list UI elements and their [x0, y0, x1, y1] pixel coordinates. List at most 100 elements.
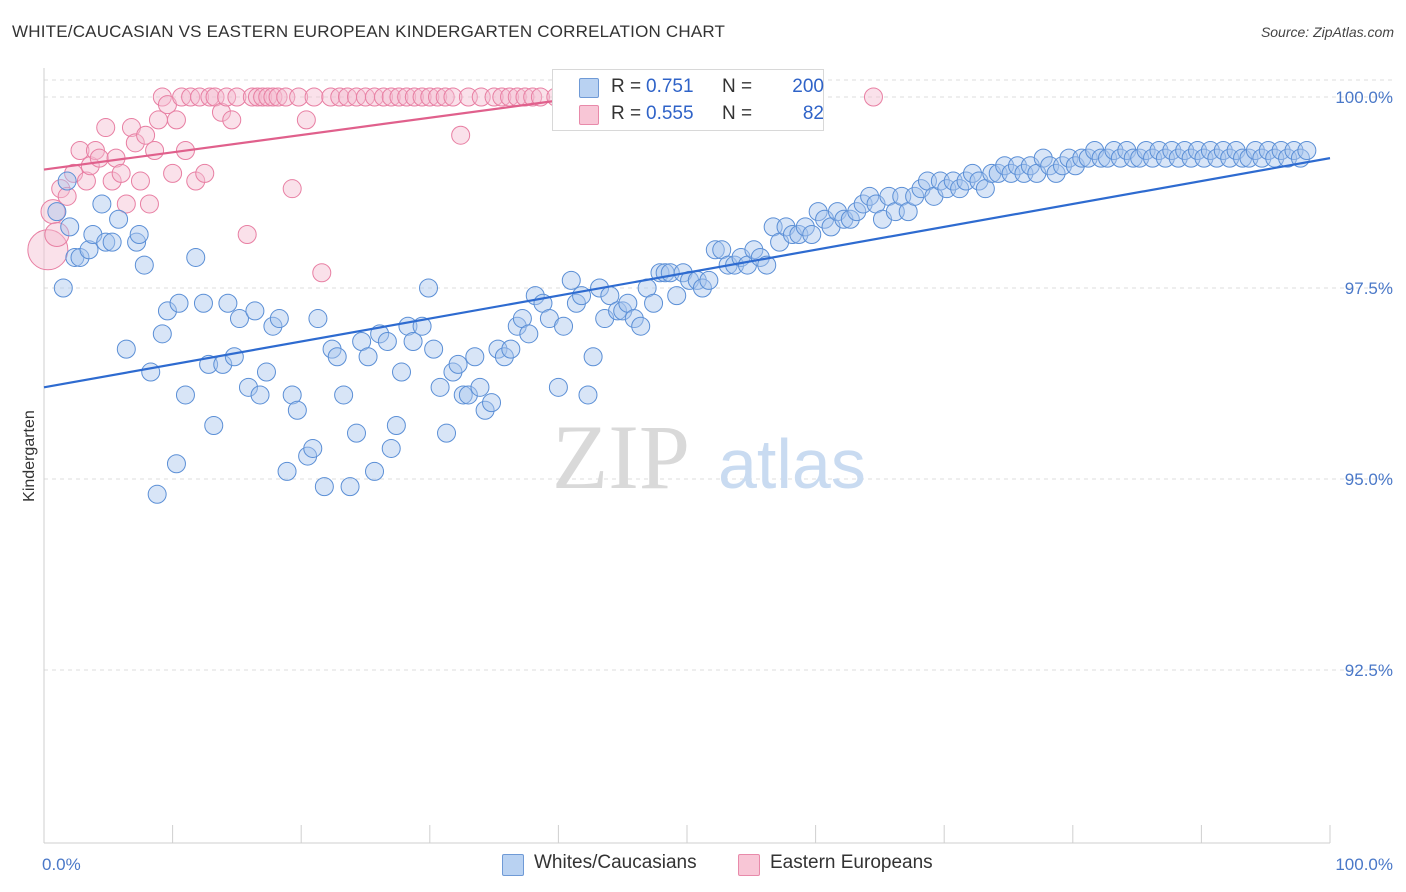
series-whites-caucasians [47, 140, 1317, 504]
point-whites [53, 278, 73, 298]
point-whites [92, 194, 112, 214]
point-whites [482, 393, 502, 413]
point-whites [157, 301, 177, 321]
point-whites [578, 385, 598, 405]
bottom-legend-label: Whites/Caucasians [534, 852, 697, 873]
point-eastern [451, 125, 471, 145]
point-whites [519, 324, 539, 344]
point-eastern [435, 87, 455, 107]
point-whites [692, 278, 712, 298]
point-eastern [443, 87, 463, 107]
point-whites [624, 309, 644, 329]
source-label: Source: ZipAtlas.com [1260, 24, 1394, 40]
point-eastern [190, 87, 210, 107]
point-whites [424, 339, 444, 359]
point-eastern [523, 87, 543, 107]
point-whites [548, 377, 568, 397]
y-tick-label: 100.0% [1335, 88, 1393, 107]
point-whites [277, 461, 297, 481]
x-tick-label: 0.0% [42, 855, 81, 874]
point-eastern [312, 263, 332, 283]
point-whites [141, 362, 161, 382]
point-eastern [389, 87, 409, 107]
point-whites [475, 400, 495, 420]
point-eastern [76, 171, 96, 191]
point-eastern [145, 140, 165, 160]
point-whites [860, 186, 880, 206]
point-whites [561, 270, 581, 290]
point-eastern [237, 225, 257, 245]
watermark-zip: ZIP [552, 406, 690, 508]
point-eastern [163, 163, 183, 183]
y-axis-label: Kindergarten [21, 410, 38, 502]
point-whites [905, 186, 925, 206]
point-whites [175, 385, 195, 405]
point-whites [631, 316, 651, 336]
point-whites [238, 377, 258, 397]
point-eastern [420, 87, 440, 107]
point-whites [795, 217, 815, 237]
axes [43, 68, 1331, 844]
point-eastern [330, 87, 350, 107]
point-whites [193, 293, 213, 313]
point-whites [1033, 148, 1053, 168]
legend-r-label: R = [611, 103, 642, 124]
point-eastern [374, 87, 394, 107]
point-whites [962, 163, 982, 183]
point-whites [186, 247, 206, 267]
point-whites [392, 362, 412, 382]
point-eastern [57, 186, 77, 206]
point-whites [386, 416, 406, 436]
y-tick-label: 97.5% [1345, 279, 1393, 298]
legend-r-label: R = [611, 76, 642, 97]
point-whites [465, 347, 485, 367]
point-eastern [96, 118, 116, 138]
point-eastern [211, 102, 231, 122]
point-whites [218, 293, 238, 313]
point-eastern [139, 194, 159, 214]
point-whites [494, 347, 514, 367]
watermark-atlas: atlas [718, 425, 866, 503]
trend-line-eastern [43, 95, 585, 171]
point-eastern [70, 140, 90, 160]
point-whites [554, 316, 574, 336]
point-whites [102, 232, 122, 252]
point-whites [129, 225, 149, 245]
point-eastern [247, 87, 267, 107]
legend-n-label: N = [722, 76, 753, 97]
point-eastern [296, 110, 316, 130]
point-eastern [125, 133, 145, 153]
point-eastern [136, 125, 156, 145]
point-eastern [863, 87, 883, 107]
bottom-legend-swatch-blue [502, 854, 524, 876]
point-whites [166, 454, 186, 474]
point-eastern [268, 87, 288, 107]
point-whites [644, 293, 664, 313]
point-eastern [253, 87, 273, 107]
point-eastern [304, 87, 324, 107]
point-whites [169, 293, 189, 313]
legend-n-value: 82 [802, 103, 824, 124]
point-eastern [492, 87, 512, 107]
point-eastern [428, 87, 448, 107]
point-whites [840, 209, 860, 229]
point-whites [250, 385, 270, 405]
point-eastern [200, 87, 220, 107]
bottom-legend-label: Eastern Europeans [770, 852, 933, 873]
point-whites [847, 202, 867, 222]
point-whites [269, 309, 289, 329]
point-eastern [289, 87, 309, 107]
point-whites [47, 202, 67, 222]
x-tick-label: 100.0% [1335, 855, 1393, 874]
point-whites [377, 331, 397, 351]
point-whites [152, 324, 172, 344]
point-whites [308, 309, 328, 329]
point-whites [314, 477, 334, 497]
legend-n-value: 200 [792, 76, 824, 97]
point-whites [458, 385, 478, 405]
point-eastern [412, 87, 432, 107]
point-whites [109, 209, 129, 229]
point-whites [808, 202, 828, 222]
point-whites [950, 179, 970, 199]
y-tick-label: 95.0% [1345, 470, 1393, 489]
